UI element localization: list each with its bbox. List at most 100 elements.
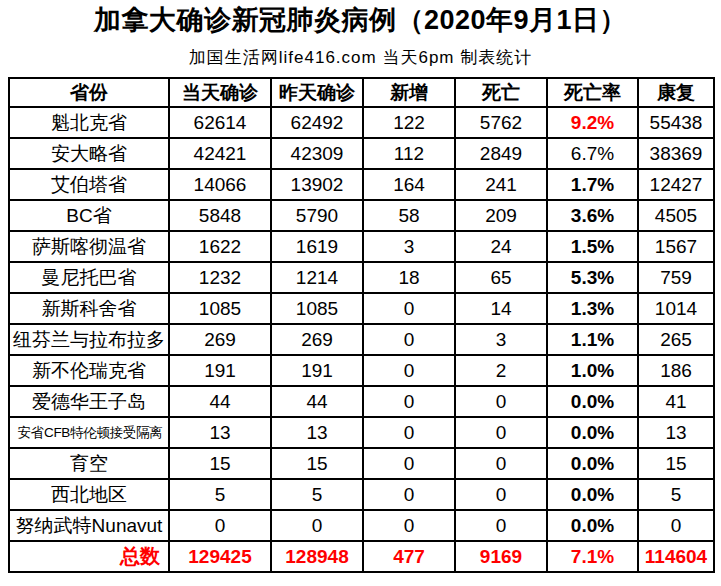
yesterday-confirmed-cell: 5	[271, 479, 363, 510]
totals-row: 总数 129425 128948 477 9169 7.1% 114604	[9, 541, 714, 572]
yesterday-confirmed-cell: 62492	[271, 107, 363, 138]
new-cases-cell: 0	[363, 386, 455, 417]
province-cell: 育空	[9, 448, 169, 479]
recovered-cell: 0	[638, 510, 714, 541]
deaths-cell: 2849	[455, 138, 547, 169]
death-rate-cell: 0.0%	[547, 510, 638, 541]
column-header-deaths: 死亡	[455, 78, 547, 107]
column-header-province: 省份	[9, 78, 169, 107]
new-cases-cell: 58	[363, 200, 455, 231]
province-cell: 西北地区	[9, 479, 169, 510]
yesterday-confirmed-cell: 42309	[271, 138, 363, 169]
table-row: 西北地区 5 5 0 0 0.0% 5	[9, 479, 714, 510]
yesterday-confirmed-cell: 13	[271, 417, 363, 448]
new-cases-cell: 112	[363, 138, 455, 169]
death-rate-cell: 1.1%	[547, 324, 638, 355]
deaths-cell: 65	[455, 262, 547, 293]
deaths-cell: 209	[455, 200, 547, 231]
new-cases-cell: 0	[363, 448, 455, 479]
province-cell: 艾伯塔省	[9, 169, 169, 200]
recovered-cell: 55438	[638, 107, 714, 138]
table-body: 魁北克省 62614 62492 122 5762 9.2% 55438 安大略…	[9, 107, 714, 541]
recovered-cell: 759	[638, 262, 714, 293]
new-cases-cell: 0	[363, 479, 455, 510]
deaths-cell: 0	[455, 386, 547, 417]
deaths-cell: 5762	[455, 107, 547, 138]
death-rate-cell: 1.5%	[547, 231, 638, 262]
today-confirmed-cell: 0	[169, 510, 271, 541]
yesterday-confirmed-cell: 5790	[271, 200, 363, 231]
deaths-cell: 241	[455, 169, 547, 200]
yesterday-confirmed-cell: 1619	[271, 231, 363, 262]
yesterday-confirmed-cell: 13902	[271, 169, 363, 200]
covid-stats-table: 省份 当天确诊 昨天确诊 新增 死亡 死亡率 康复 魁北克省 62614 624…	[8, 77, 715, 573]
today-confirmed-cell: 1622	[169, 231, 271, 262]
recovered-cell: 38369	[638, 138, 714, 169]
new-cases-cell: 122	[363, 107, 455, 138]
yesterday-confirmed-cell: 1214	[271, 262, 363, 293]
death-rate-cell: 0.0%	[547, 386, 638, 417]
yesterday-confirmed-cell: 0	[271, 510, 363, 541]
province-cell: 爱德华王子岛	[9, 386, 169, 417]
page-subtitle: 加国生活网life416.com 当天6pm 制表统计	[0, 46, 721, 69]
column-header-recovered: 康复	[638, 78, 714, 107]
province-cell: 曼尼托巴省	[9, 262, 169, 293]
deaths-cell: 0	[455, 479, 547, 510]
province-cell: 新不伦瑞克省	[9, 355, 169, 386]
death-rate-cell: 0.0%	[547, 417, 638, 448]
recovered-cell: 13	[638, 417, 714, 448]
page-title: 加拿大确诊新冠肺炎病例（2020年9月1日）	[0, 5, 721, 36]
death-rate-cell: 9.2%	[547, 107, 638, 138]
new-cases-cell: 0	[363, 510, 455, 541]
yesterday-confirmed-cell: 269	[271, 324, 363, 355]
today-confirmed-cell: 62614	[169, 107, 271, 138]
totals-yesterday-cell: 128948	[271, 541, 363, 572]
province-cell: 安省CFB特伦顿接受隔离	[9, 417, 169, 448]
today-confirmed-cell: 44	[169, 386, 271, 417]
today-confirmed-cell: 5	[169, 479, 271, 510]
death-rate-cell: 0.0%	[547, 479, 638, 510]
province-cell: 魁北克省	[9, 107, 169, 138]
recovered-cell: 186	[638, 355, 714, 386]
table-row: 努纳武特Nunavut 0 0 0 0 0.0% 0	[9, 510, 714, 541]
recovered-cell: 1567	[638, 231, 714, 262]
yesterday-confirmed-cell: 44	[271, 386, 363, 417]
table-row: 育空 15 15 0 0 0.0% 15	[9, 448, 714, 479]
table-row: 新不伦瑞克省 191 191 0 2 1.0% 186	[9, 355, 714, 386]
recovered-cell: 1014	[638, 293, 714, 324]
totals-recovered-cell: 114604	[638, 541, 714, 572]
column-header-yesterday: 昨天确诊	[271, 78, 363, 107]
column-header-rate: 死亡率	[547, 78, 638, 107]
new-cases-cell: 3	[363, 231, 455, 262]
province-cell: 萨斯喀彻温省	[9, 231, 169, 262]
table-row: 魁北克省 62614 62492 122 5762 9.2% 55438	[9, 107, 714, 138]
province-cell: 努纳武特Nunavut	[9, 510, 169, 541]
table-row: 曼尼托巴省 1232 1214 18 65 5.3% 759	[9, 262, 714, 293]
yesterday-confirmed-cell: 191	[271, 355, 363, 386]
deaths-cell: 24	[455, 231, 547, 262]
table-row: 爱德华王子岛 44 44 0 0 0.0% 41	[9, 386, 714, 417]
today-confirmed-cell: 13	[169, 417, 271, 448]
table-row: 艾伯塔省 14066 13902 164 241 1.7% 12427	[9, 169, 714, 200]
province-cell: 纽芬兰与拉布拉多	[9, 324, 169, 355]
totals-death-rate-cell: 7.1%	[547, 541, 638, 572]
today-confirmed-cell: 14066	[169, 169, 271, 200]
death-rate-cell: 5.3%	[547, 262, 638, 293]
deaths-cell: 0	[455, 510, 547, 541]
totals-deaths-cell: 9169	[455, 541, 547, 572]
new-cases-cell: 0	[363, 417, 455, 448]
deaths-cell: 0	[455, 417, 547, 448]
new-cases-cell: 18	[363, 262, 455, 293]
recovered-cell: 265	[638, 324, 714, 355]
death-rate-cell: 3.6%	[547, 200, 638, 231]
table-row: 新斯科舍省 1085 1085 0 14 1.3% 1014	[9, 293, 714, 324]
totals-today-cell: 129425	[169, 541, 271, 572]
totals-new-cases-cell: 477	[363, 541, 455, 572]
table-row: 萨斯喀彻温省 1622 1619 3 24 1.5% 1567	[9, 231, 714, 262]
death-rate-cell: 1.7%	[547, 169, 638, 200]
recovered-cell: 4505	[638, 200, 714, 231]
table-row: 安省CFB特伦顿接受隔离 13 13 0 0 0.0% 13	[9, 417, 714, 448]
new-cases-cell: 0	[363, 355, 455, 386]
totals-label: 总数	[9, 541, 169, 572]
today-confirmed-cell: 1232	[169, 262, 271, 293]
